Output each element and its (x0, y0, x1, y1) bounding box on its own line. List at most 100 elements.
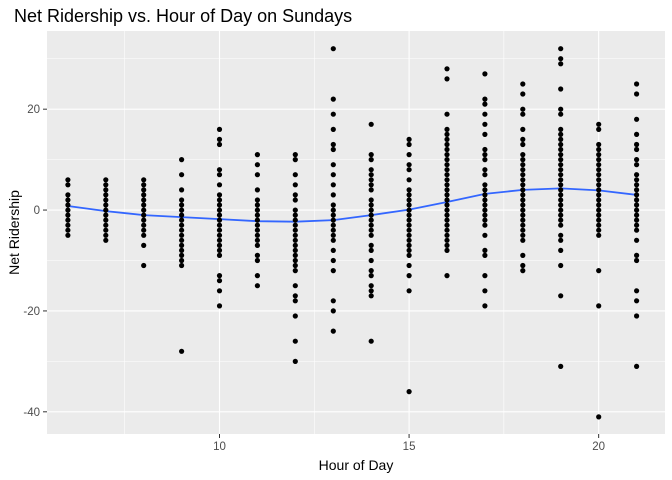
plot-panel (47, 31, 665, 434)
data-point (330, 227, 336, 233)
data-point (444, 202, 450, 208)
data-point (520, 217, 526, 223)
data-point (179, 217, 185, 223)
data-point (216, 288, 223, 294)
data-point (368, 207, 374, 213)
data-point (558, 157, 564, 163)
data-point (558, 182, 564, 188)
data-point (482, 182, 488, 188)
data-point (444, 192, 450, 198)
data-point (292, 313, 298, 319)
data-point (406, 202, 412, 208)
data-point (482, 96, 488, 102)
data-point (520, 167, 526, 173)
data-point (330, 328, 336, 334)
data-point (368, 273, 374, 279)
data-point (444, 111, 450, 117)
data-point (520, 111, 526, 117)
data-point (558, 187, 564, 193)
data-point (482, 146, 488, 153)
x-axis-title: Hour of Day (319, 457, 394, 473)
data-point (596, 192, 602, 198)
data-point (558, 126, 564, 132)
data-point (596, 217, 602, 223)
data-point (520, 106, 526, 112)
data-point (482, 192, 488, 198)
data-point (406, 227, 412, 233)
data-point (444, 247, 450, 253)
data-point (520, 136, 526, 142)
data-point (254, 222, 260, 228)
data-point (520, 81, 526, 87)
data-point (330, 247, 336, 253)
data-point (482, 187, 488, 193)
data-point (368, 187, 374, 193)
data-point (368, 232, 374, 238)
y-tick-label: 20 (27, 104, 40, 116)
data-point (179, 202, 185, 208)
data-point (103, 182, 109, 188)
data-point (520, 202, 526, 208)
data-point (520, 152, 526, 158)
data-point (520, 227, 526, 233)
data-point (103, 202, 109, 208)
data-point (292, 152, 298, 158)
data-point (558, 152, 564, 158)
data-point (558, 136, 564, 142)
data-point (444, 273, 450, 279)
data-point (596, 121, 602, 127)
data-point (558, 222, 564, 228)
data-point (292, 172, 298, 178)
data-point (406, 242, 412, 248)
data-point (596, 177, 602, 183)
data-point (292, 197, 298, 203)
data-point (634, 222, 640, 228)
data-point (179, 252, 185, 258)
x-tick-label: 10 (213, 441, 226, 453)
data-point (216, 126, 223, 132)
data-point (103, 212, 109, 218)
data-point (634, 131, 640, 137)
data-point (444, 126, 450, 132)
data-point (65, 222, 71, 228)
data-point (520, 222, 526, 228)
data-point (216, 237, 223, 243)
data-point (179, 247, 185, 253)
data-point (558, 106, 564, 112)
data-point (444, 162, 450, 168)
data-point (444, 242, 450, 248)
data-point (596, 141, 602, 148)
data-point (520, 237, 526, 243)
data-point (406, 273, 412, 279)
data-point (65, 202, 71, 208)
data-point (254, 242, 260, 248)
data-point (368, 247, 374, 253)
data-point (482, 273, 488, 279)
data-point (179, 197, 185, 203)
data-point (520, 268, 526, 274)
data-point (558, 177, 564, 183)
data-point (482, 131, 488, 137)
data-point (558, 363, 564, 369)
data-point (141, 222, 147, 228)
data-point (482, 252, 488, 258)
data-point (254, 187, 260, 193)
data-point (482, 288, 488, 294)
scatter-points (65, 46, 640, 420)
data-point (330, 192, 336, 198)
data-point (330, 298, 336, 304)
data-point (520, 187, 526, 193)
data-point (596, 227, 602, 233)
data-point (292, 192, 298, 198)
data-point (558, 131, 564, 137)
data-point (634, 81, 640, 87)
data-point (444, 212, 450, 218)
data-point (634, 313, 640, 319)
data-point (482, 207, 488, 213)
data-point (596, 212, 602, 218)
data-point (216, 278, 223, 284)
data-point (520, 192, 526, 198)
data-point (179, 172, 185, 178)
data-point (406, 152, 412, 158)
data-point (103, 232, 109, 238)
